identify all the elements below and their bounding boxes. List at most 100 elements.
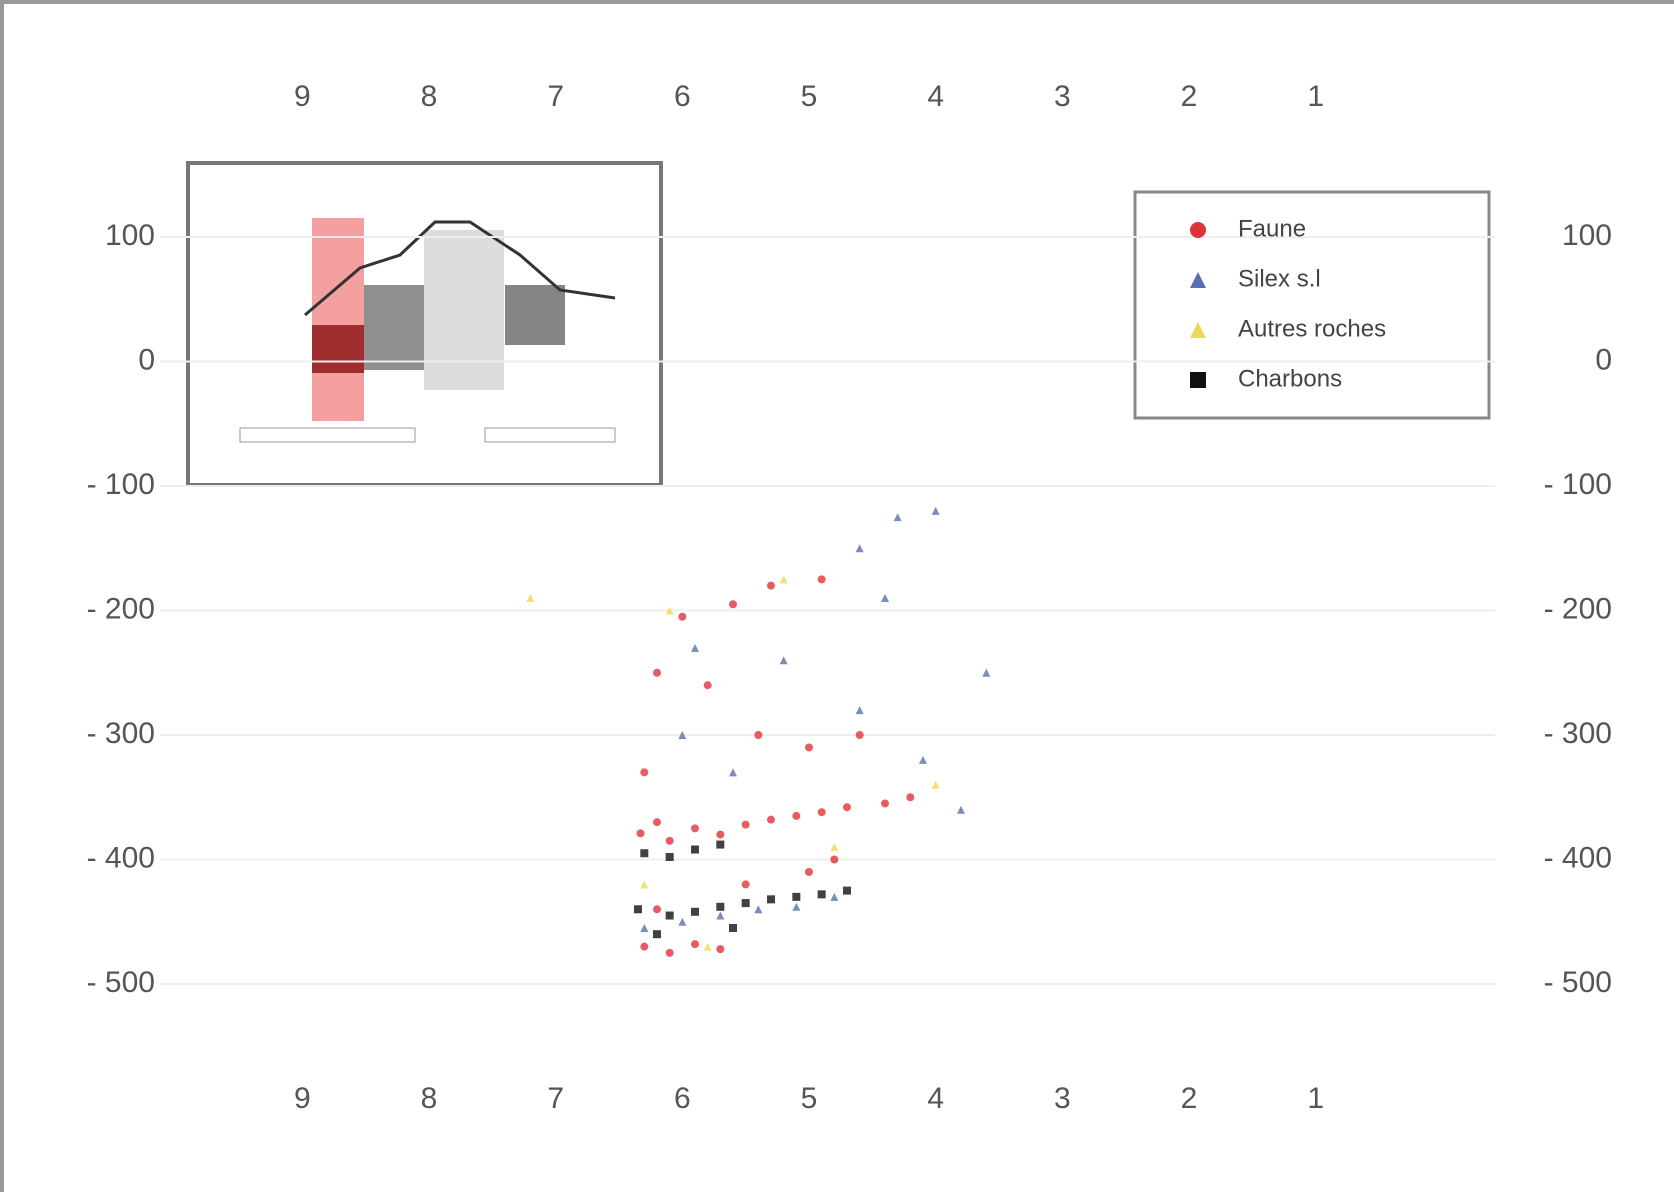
y-tick-label: - 500	[87, 966, 155, 999]
data-point	[640, 768, 649, 777]
data-point	[691, 845, 699, 854]
data-point	[729, 923, 737, 932]
x-tick-label: 3	[1054, 1082, 1071, 1115]
data-point	[931, 506, 940, 515]
legend-label: Autres roches	[1238, 315, 1386, 342]
data-point	[830, 843, 839, 852]
data-point	[665, 911, 674, 920]
y-tick-label: 100	[105, 219, 155, 252]
x-tick-label: 8	[421, 1082, 438, 1115]
data-point	[665, 948, 674, 957]
data-point	[843, 886, 851, 895]
x-tick-label: 3	[1054, 80, 1071, 113]
data-point	[754, 731, 763, 739]
y-tick-label: - 200	[1544, 592, 1612, 625]
data-point	[691, 824, 699, 833]
x-tick-label: 7	[547, 80, 564, 113]
data-point	[729, 600, 737, 609]
data-point	[817, 890, 826, 899]
data-point	[665, 606, 674, 615]
x-tick-label: 1	[1307, 1082, 1324, 1115]
y-tick-label: - 500	[1544, 966, 1612, 999]
y-tick-label: - 400	[87, 841, 155, 874]
data-point	[767, 815, 775, 824]
data-point	[691, 907, 699, 916]
y-tick-label: - 300	[1544, 717, 1612, 750]
legend-marker	[1190, 322, 1206, 338]
data-point	[653, 668, 661, 677]
data-point	[906, 793, 915, 802]
inset-map	[186, 161, 663, 487]
data-point	[653, 905, 661, 914]
data-point	[919, 755, 927, 764]
inset-block	[505, 285, 565, 345]
x-tick-label: 5	[801, 80, 818, 113]
x-tick-label: 6	[674, 80, 691, 113]
data-point	[893, 513, 902, 522]
x-tick-label: 2	[1181, 1082, 1198, 1115]
data-point	[636, 829, 645, 838]
data-point	[957, 805, 965, 814]
x-tick-label: 1	[1307, 80, 1324, 113]
data-point	[691, 940, 699, 949]
x-tick-label: 4	[927, 1082, 944, 1115]
x-tick-label: 9	[294, 1082, 311, 1115]
data-point	[716, 830, 725, 839]
data-point	[779, 575, 788, 584]
data-point	[805, 867, 813, 876]
data-point	[982, 668, 991, 677]
data-point	[640, 880, 649, 889]
data-point	[855, 706, 864, 715]
data-point	[678, 731, 687, 739]
y-tick-label: - 100	[87, 468, 155, 501]
data-point	[754, 905, 763, 914]
data-point	[653, 930, 661, 939]
legend-label: Silex s.l	[1238, 265, 1321, 292]
data-point	[716, 945, 725, 954]
data-point	[691, 643, 699, 652]
data-point	[779, 656, 788, 665]
data-point	[843, 803, 851, 812]
data-point	[855, 544, 864, 553]
data-point	[741, 899, 750, 908]
y-tick-label: 100	[1562, 219, 1612, 252]
x-tick-label: 4	[927, 80, 944, 113]
y-tick-label: - 200	[87, 592, 155, 625]
legend-label: Charbons	[1238, 365, 1342, 392]
legend-marker	[1190, 372, 1206, 388]
data-point	[653, 818, 661, 827]
data-point	[881, 799, 889, 808]
data-point	[881, 594, 889, 603]
data-point	[703, 942, 712, 951]
data-point	[665, 853, 674, 862]
legend-label: Faune	[1238, 215, 1306, 242]
inset-band	[312, 218, 364, 421]
data-point	[792, 811, 801, 820]
data-point	[767, 895, 775, 904]
data-point	[792, 902, 801, 911]
data-point	[526, 594, 535, 603]
inset-block	[364, 285, 424, 370]
data-point	[817, 575, 826, 584]
y-tick-label: - 400	[1544, 841, 1612, 874]
data-point	[716, 840, 725, 849]
data-point	[830, 892, 839, 901]
inset-line	[304, 220, 616, 317]
data-point	[716, 902, 725, 911]
y-tick-label: - 300	[87, 717, 155, 750]
data-point	[665, 836, 674, 845]
y-tick-label: - 100	[1544, 468, 1612, 501]
data-point	[640, 923, 649, 932]
x-tick-label: 8	[421, 80, 438, 113]
data-point	[640, 942, 649, 951]
x-tick-label: 2	[1181, 80, 1198, 113]
data-point	[931, 780, 940, 789]
inset-label-box	[239, 427, 416, 443]
data-point	[741, 820, 750, 829]
data-point	[640, 849, 649, 858]
data-point	[817, 808, 826, 817]
data-point	[678, 612, 687, 621]
y-tick-label: 0	[1595, 343, 1612, 376]
